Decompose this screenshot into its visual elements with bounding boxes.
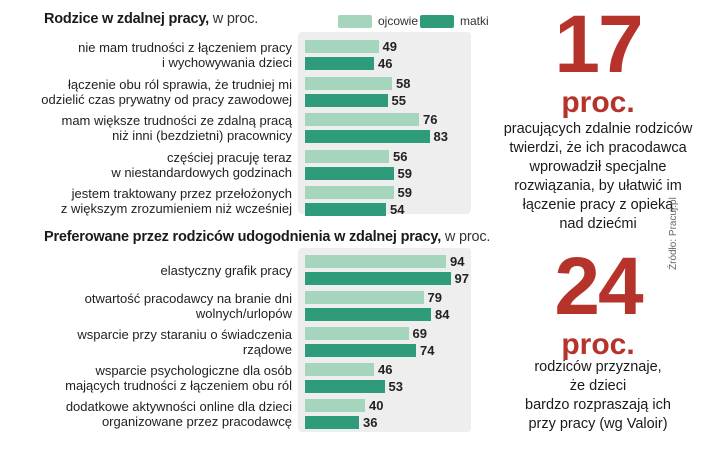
stat2-caption-line: że dzieci bbox=[569, 378, 627, 394]
chart2-category-label: wsparcie przy staraniu o świadczenia rząd… bbox=[77, 327, 292, 357]
chart1-value-label: 76 bbox=[423, 112, 438, 127]
chart1-bar-matki bbox=[305, 57, 374, 70]
chart2-bar-matki bbox=[305, 344, 416, 357]
stat1-caption-line: rozwiązania, by ułatwić im bbox=[514, 178, 682, 194]
stat2-block: 24 proc. bbox=[518, 246, 678, 360]
chart1-value-label: 54 bbox=[390, 202, 405, 217]
stat1-caption-line: pracujących zdalnie rodziców bbox=[503, 121, 693, 137]
chart1-title: Rodzice w zdalnej pracy, w proc. bbox=[44, 11, 258, 27]
chart2-category-label: elastyczny grafik pracy bbox=[160, 262, 293, 278]
chart1-value-label: 59 bbox=[397, 185, 412, 200]
stat1-caption-line: nad dziećmi bbox=[559, 216, 637, 232]
chart2-bar-ojcowie bbox=[305, 363, 374, 376]
chart1-value-label: 46 bbox=[378, 56, 393, 71]
chart1-subtitle: w proc. bbox=[212, 11, 259, 27]
chart2-title-text: Preferowane przez rodziców udogodnienia … bbox=[44, 229, 442, 245]
chart2-value-label: 79 bbox=[427, 290, 442, 305]
chart2-bar-ojcowie bbox=[305, 399, 365, 412]
chart2-subtitle: w proc. bbox=[444, 229, 491, 245]
stat2-number: 24 bbox=[554, 241, 643, 332]
chart1-bar-ojcowie bbox=[305, 76, 392, 90]
chart1-bar-matki bbox=[305, 203, 386, 216]
legend-label-ojcowie: ojcowie bbox=[378, 14, 419, 28]
chart1-bar-matki bbox=[305, 93, 388, 107]
chart1-value-label: 83 bbox=[433, 129, 448, 144]
chart1-value-label: 49 bbox=[382, 39, 397, 54]
chart2-bar-ojcowie bbox=[305, 255, 446, 268]
stat2-caption: rodziców przyznaje, że dzieci bardzo rozpr… bbox=[498, 358, 698, 434]
chart2-bar-matki bbox=[305, 416, 359, 429]
chart1-category-label: mam większe trudności ze zdalną pracą niż… bbox=[61, 113, 293, 143]
chart2-category-label: otwartość pracodawcy na branie dni wolnyc… bbox=[84, 291, 292, 321]
stat2-unit: proc. bbox=[561, 328, 635, 361]
chart1-bar-ojcowie bbox=[305, 186, 394, 199]
legend-matki: matki bbox=[420, 14, 489, 28]
chart2-value-label: 69 bbox=[412, 326, 427, 341]
chart1-bar-ojcowie bbox=[305, 113, 419, 126]
chart1-category-label: jestem traktowany przez przełożonych z wi… bbox=[60, 186, 292, 216]
legend-label-matki: matki bbox=[460, 14, 489, 28]
stat2-caption-line: przy pracy (wg Valoir) bbox=[528, 416, 668, 432]
chart2-category-label: dodatkowe aktywności online dla dzieci or… bbox=[65, 399, 292, 429]
chart1-title-text: Rodzice w zdalnej pracy, bbox=[44, 11, 209, 27]
legend-ojcowie: ojcowie bbox=[338, 14, 418, 28]
chart2-value-label: 74 bbox=[420, 343, 435, 358]
stat1-caption: pracujących zdalnie rodziców twierdzi, że… bbox=[490, 120, 706, 234]
stat1-unit: proc. bbox=[561, 86, 635, 119]
stat1-block: 17 proc. bbox=[518, 4, 678, 118]
chart1-value-label: 59 bbox=[397, 165, 412, 181]
stat1-caption-line: wprowadził specjalne bbox=[529, 159, 667, 175]
chart2-value-label: 40 bbox=[369, 398, 384, 413]
chart2-bar-matki bbox=[305, 272, 451, 285]
chart2-value-label: 46 bbox=[378, 362, 393, 377]
chart1-value-label: 55 bbox=[391, 92, 406, 108]
chart2-title: Preferowane przez rodziców udogodnienia … bbox=[44, 229, 490, 245]
chart2-category-label: wsparcie psychologiczne dla osób mających… bbox=[65, 363, 292, 393]
chart2-bar-ojcowie bbox=[305, 291, 424, 304]
stat1-number: 17 bbox=[554, 0, 643, 90]
legend-swatch-matki bbox=[420, 14, 454, 28]
chart1-value-label: 56 bbox=[393, 148, 408, 164]
chart2-bar-matki bbox=[305, 380, 385, 393]
chart1-bar-ojcowie bbox=[305, 149, 389, 163]
stat1-caption-line: twierdzi, że ich pracodawca bbox=[509, 140, 687, 156]
source-note: Źródło: Pracuj.pl bbox=[668, 197, 679, 270]
chart1-bar-matki bbox=[305, 166, 394, 180]
chart2-bar-matki bbox=[305, 308, 431, 321]
chart1-category-label: łączenie obu ról sprawia, że trudniej mi… bbox=[41, 76, 292, 107]
chart2-value-label: 97 bbox=[454, 271, 469, 286]
chart2-value-label: 84 bbox=[435, 307, 450, 322]
stat2-caption-line: bardzo rozpraszają ich bbox=[525, 397, 671, 413]
stat2-caption-line: rodziców przyznaje, bbox=[534, 359, 662, 375]
chart1-category-label: częściej pracuję teraz w niestandardowych… bbox=[111, 149, 292, 180]
legend-swatch-ojcowie bbox=[338, 14, 372, 28]
chart2-value-label: 53 bbox=[388, 379, 403, 394]
chart1-bar-ojcowie bbox=[305, 40, 379, 53]
chart1-bar-matki bbox=[305, 130, 430, 143]
chart2-value-label: 94 bbox=[450, 254, 465, 269]
chart2-value-label: 36 bbox=[363, 415, 378, 430]
chart1-category-label: nie mam trudności z łączeniem pracy i wyc… bbox=[78, 40, 292, 70]
chart2-bar-ojcowie bbox=[305, 327, 409, 340]
chart1-value-label: 58 bbox=[396, 75, 411, 91]
stat1-caption-line: łączenie pracy z opieką bbox=[522, 197, 674, 213]
